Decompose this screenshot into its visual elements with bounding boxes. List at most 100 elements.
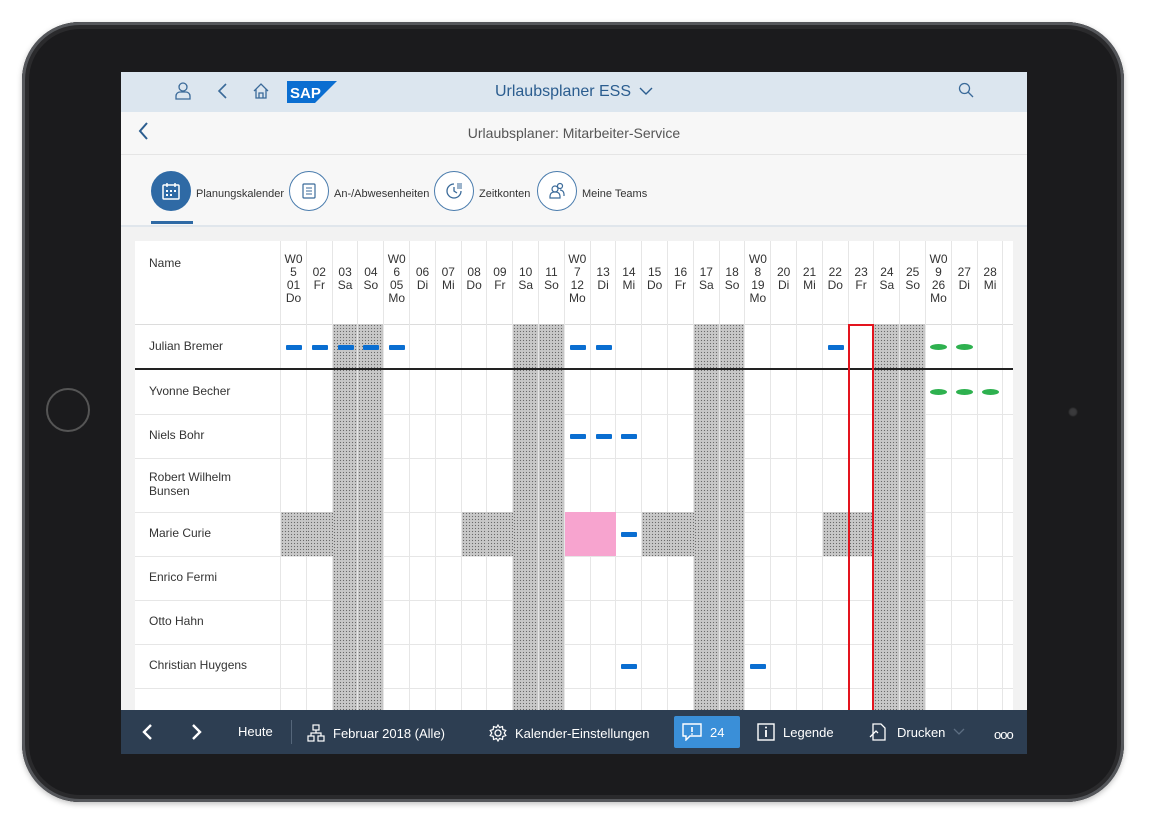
day-header[interactable]: 04 So <box>363 265 379 292</box>
grid-line <box>770 241 772 711</box>
period-label: Februar 2018 (Alle) <box>333 725 445 741</box>
user-icon[interactable] <box>175 82 191 105</box>
day-header[interactable]: 14 Mi <box>622 265 636 292</box>
day-header[interactable]: 24 Sa <box>879 265 895 292</box>
messages-button[interactable]: 24 <box>674 716 740 748</box>
day-header[interactable]: 09 Fr <box>493 265 507 292</box>
employee-row[interactable]: Christian Huygens <box>135 644 1013 689</box>
chevron-down-icon[interactable] <box>639 85 653 99</box>
day-header[interactable]: W0 8 19 Mo <box>748 252 767 305</box>
app-screen: SAP Urlaubsplaner ESS Urlaubsplaner: Mit… <box>121 72 1027 754</box>
absence-bar-blue[interactable] <box>595 344 612 350</box>
tab-an-abwesenheiten[interactable]: An-/Abwesenheiten <box>289 169 429 213</box>
absence-bar-blue[interactable] <box>621 434 638 439</box>
legend-button[interactable]: Legende <box>757 723 834 741</box>
day-header[interactable]: 23 Fr <box>854 265 868 292</box>
period-button[interactable]: Februar 2018 (Alle) <box>307 724 445 742</box>
employee-row[interactable]: Niels Bohr <box>135 414 1013 459</box>
grid-line <box>744 241 746 711</box>
day-header[interactable]: 13 Di <box>596 265 610 292</box>
tab-meine-teams[interactable]: Meine Teams <box>537 169 647 213</box>
next-icon[interactable] <box>191 723 211 741</box>
grid-line <box>796 241 797 711</box>
day-header[interactable]: 16 Fr <box>673 265 688 292</box>
absence-bar-green[interactable] <box>930 388 947 395</box>
employee-row[interactable]: Marie Curie <box>135 512 1013 557</box>
day-header[interactable]: 17 Sa <box>698 265 714 292</box>
weekend-shading <box>693 324 720 711</box>
day-header[interactable]: 15 Do <box>647 265 663 292</box>
grid-line <box>925 241 926 711</box>
calendar-settings-button[interactable]: Kalender-Einstellungen <box>489 724 649 742</box>
nav-back-icon[interactable] <box>137 121 149 147</box>
absence-cell-pink[interactable] <box>564 512 591 556</box>
absence-bar-blue[interactable] <box>750 664 767 669</box>
chevron-down-icon[interactable] <box>953 728 965 736</box>
absence-bar-blue[interactable] <box>569 434 586 439</box>
planning-calendar: Name W0 5 01 Do 02 Fr 03 Sa 04 So W0 6 05 Mo 06 Di 07 Mi 0… <box>135 241 1013 711</box>
absence-bar-blue[interactable] <box>363 344 380 350</box>
today-button[interactable]: Heute <box>238 724 273 739</box>
day-header[interactable]: W0 5 01 Do <box>284 252 303 305</box>
absence-bar-green[interactable] <box>930 343 947 350</box>
day-header[interactable]: 22 Do <box>827 265 843 292</box>
grid-line <box>950 241 952 711</box>
tab-zeitkonten[interactable]: Zeitkonten <box>434 169 530 213</box>
grid-line <box>821 241 823 711</box>
day-header[interactable]: 11 So <box>544 265 559 292</box>
absence-bar-blue[interactable] <box>595 434 612 439</box>
employee-row[interactable]: Enrico Fermi <box>135 556 1013 601</box>
absence-bar-blue[interactable] <box>621 664 638 669</box>
absence-cell-pink[interactable] <box>590 512 617 556</box>
grid-line <box>280 241 281 711</box>
active-tab-indicator <box>151 221 193 224</box>
day-header[interactable]: 18 So <box>724 265 740 292</box>
day-header[interactable]: 07 Mi <box>441 265 455 292</box>
absence-bar-green[interactable] <box>955 343 973 350</box>
day-header[interactable]: 02 Fr <box>312 265 326 292</box>
absence-bar-blue[interactable] <box>827 344 844 350</box>
tab-planungskalender[interactable]: Planungskalender <box>151 169 284 213</box>
back-icon[interactable] <box>216 82 228 105</box>
day-header[interactable]: 25 So <box>905 265 921 292</box>
day-header[interactable]: 03 Sa <box>337 265 353 292</box>
absence-bar-green[interactable] <box>955 388 973 395</box>
absence-bar-blue[interactable] <box>286 344 302 350</box>
absence-bar-blue[interactable] <box>389 344 406 350</box>
previous-icon[interactable] <box>141 723 161 741</box>
calendar-icon <box>151 171 191 211</box>
grid-line <box>538 241 539 711</box>
home-icon[interactable] <box>252 82 270 105</box>
print-button[interactable]: Drucken <box>869 723 973 741</box>
non-working-cell <box>487 512 514 556</box>
day-header[interactable]: 08 Do <box>466 265 482 292</box>
day-header[interactable]: 21 Mi <box>802 265 817 292</box>
day-header[interactable]: W0 6 05 Mo <box>387 252 406 305</box>
absence-bar-blue[interactable] <box>569 344 586 350</box>
absence-bar-blue[interactable] <box>621 532 638 537</box>
non-working-cell <box>822 512 849 556</box>
day-header[interactable]: 27 Di <box>957 265 971 292</box>
absence-bar-green[interactable] <box>981 388 999 395</box>
app-title[interactable]: Urlaubsplaner ESS <box>121 83 1027 101</box>
grid-line <box>589 241 591 711</box>
overflow-button[interactable]: ooo <box>994 727 1014 742</box>
weekend-shading <box>332 324 359 711</box>
absence-bar-blue[interactable] <box>337 344 354 350</box>
day-header[interactable]: 20 Di <box>777 265 791 292</box>
weekend-shading <box>719 324 746 711</box>
grid-line <box>899 241 901 711</box>
employee-row[interactable]: Yvonne Becher <box>135 369 1013 415</box>
grid-line <box>409 241 410 711</box>
day-header[interactable]: 06 Di <box>415 265 430 292</box>
grid-line <box>1002 241 1004 711</box>
absence-bar-blue[interactable] <box>311 344 328 350</box>
day-header[interactable]: 10 Sa <box>518 265 534 292</box>
tab-bar: Planungskalender An-/Abwesenheiten Zeitk… <box>121 155 1027 227</box>
employee-row[interactable]: Otto Hahn <box>135 600 1013 645</box>
day-header[interactable]: 28 Mi <box>983 265 997 292</box>
day-header[interactable]: W0 7 12 Mo <box>568 252 587 305</box>
day-header[interactable]: W0 9 26 Mo <box>929 252 948 305</box>
non-working-cell <box>306 512 333 556</box>
search-icon[interactable] <box>958 82 974 103</box>
